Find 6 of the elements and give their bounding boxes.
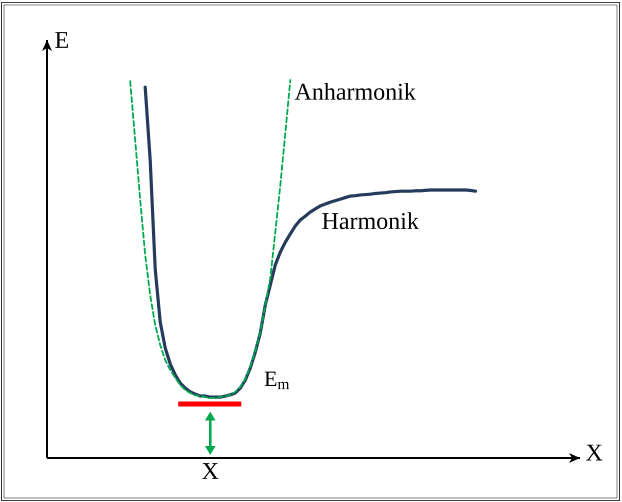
y-axis-title: E	[55, 32, 68, 48]
series-label: Anharmonik	[294, 82, 416, 100]
series-label: Harmonik	[322, 212, 419, 230]
x-axis-title: X	[586, 444, 602, 460]
text: X	[202, 463, 218, 479]
ref-line-label: E$_{m}$	[264, 372, 290, 390]
